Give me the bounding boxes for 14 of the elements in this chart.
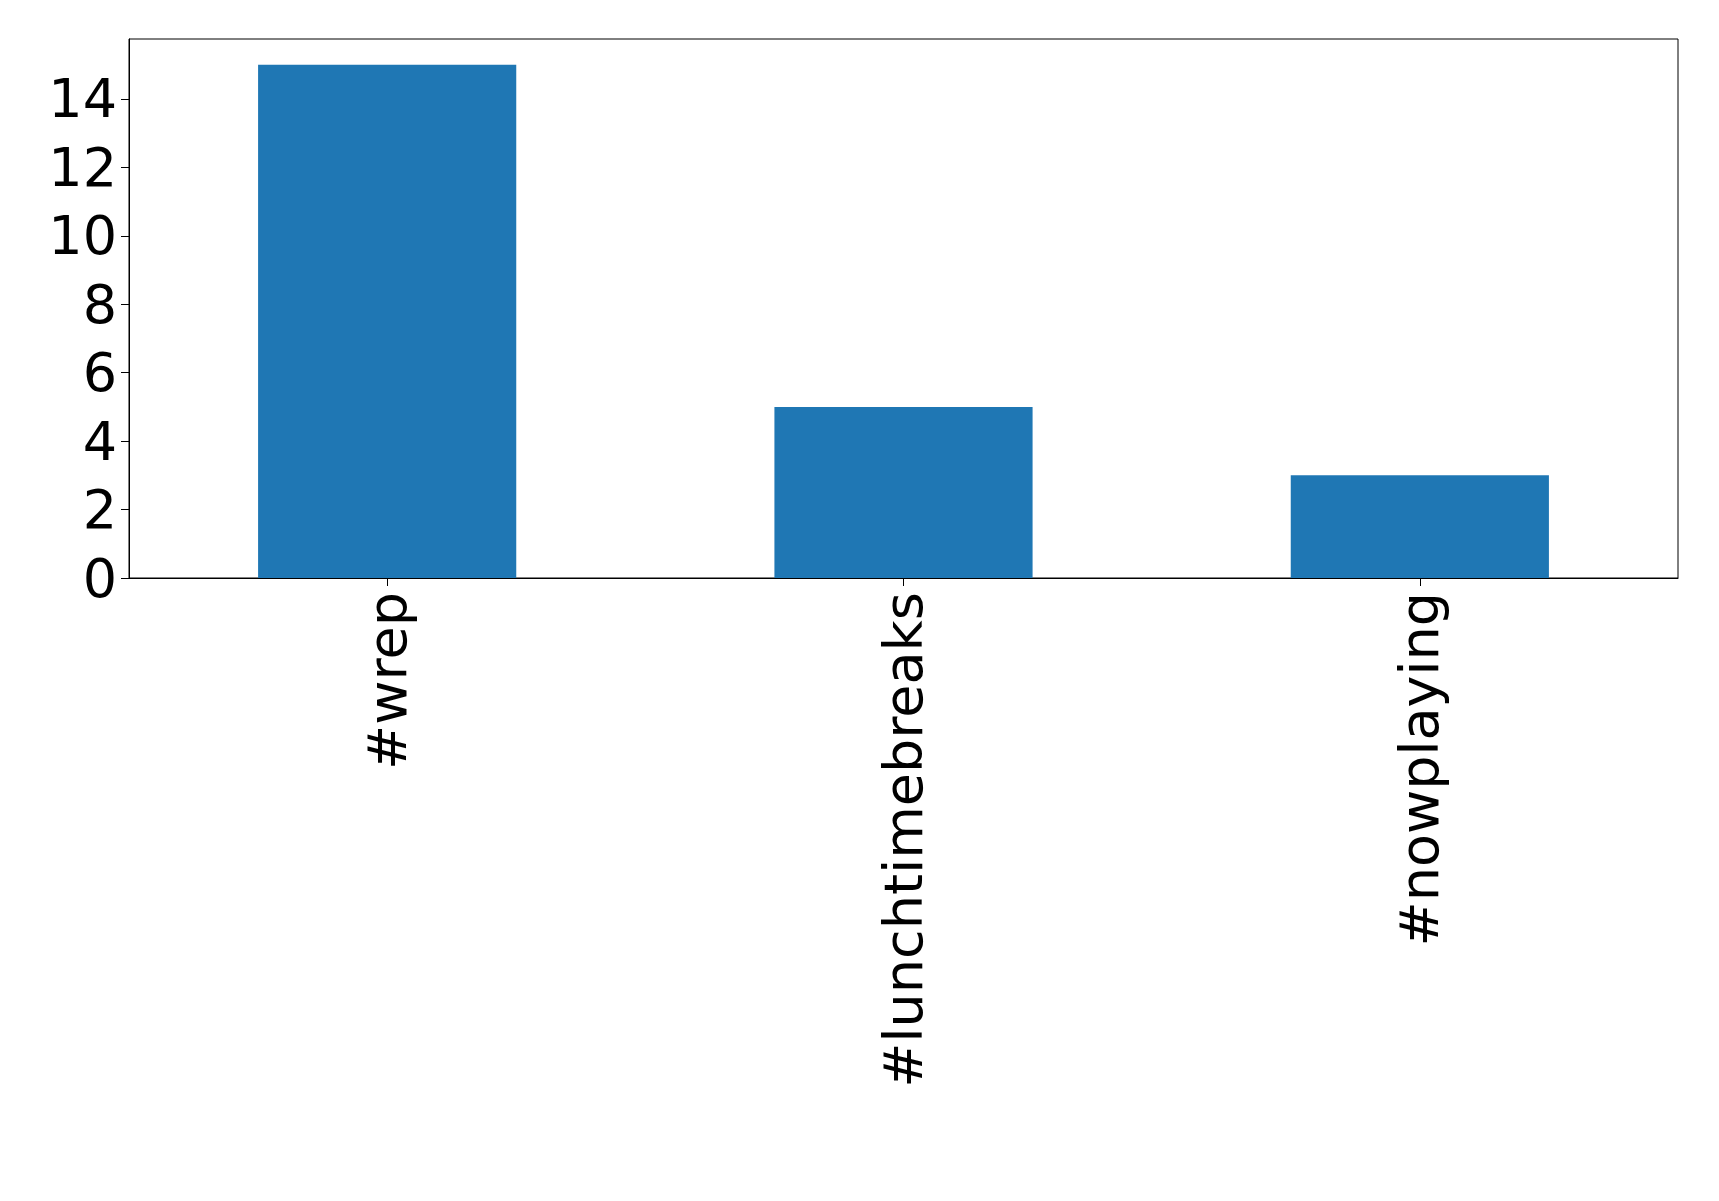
bar xyxy=(258,64,517,578)
y-tick-label: 10 xyxy=(48,204,117,268)
y-tick-label: 6 xyxy=(82,341,117,405)
y-tick-label: 2 xyxy=(82,478,117,542)
y-tick-label: 8 xyxy=(82,272,117,336)
y-tick-label: 14 xyxy=(48,67,117,131)
bar xyxy=(774,406,1033,578)
y-tick-label: 4 xyxy=(82,409,117,473)
y-tick-label: 0 xyxy=(82,546,117,610)
x-tick-label: #lunchtimebreaks xyxy=(872,592,935,1088)
bar xyxy=(1290,475,1549,578)
x-tick-label: #nowplaying xyxy=(1388,592,1452,947)
x-tick-label: #wrep xyxy=(355,592,419,770)
y-tick-label: 12 xyxy=(48,135,117,199)
